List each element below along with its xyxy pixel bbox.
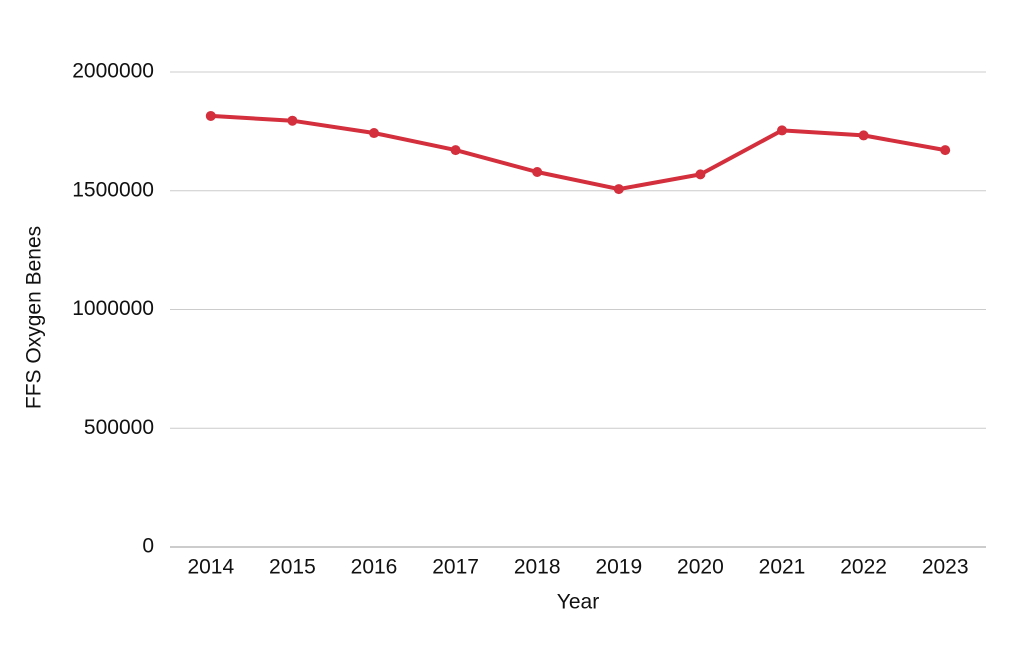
data-point: [369, 128, 379, 139]
x-tick-label: 2021: [759, 556, 806, 579]
y-tick-label: 500000: [84, 416, 154, 439]
data-point: [532, 166, 543, 177]
x-tick-label: 2017: [432, 556, 479, 579]
x-tick-label: 2020: [677, 556, 724, 579]
data-point: [777, 125, 787, 136]
x-axis-title: Year: [557, 591, 599, 614]
x-axis-ticks: 2014 2015 2016 2017 2018 2019 2020 2021 2022 2023: [187, 556, 968, 579]
series-line: [208, 113, 948, 192]
y-axis-ticks: 0 500000 1000000 1500000 2000000: [72, 60, 154, 558]
data-point: [205, 110, 216, 121]
x-tick-label: 2023: [922, 556, 969, 579]
y-axis-title: FFS Oxygen Benes: [23, 226, 46, 409]
data-point: [940, 145, 951, 156]
x-tick-label: 2016: [351, 556, 398, 579]
data-point: [450, 145, 461, 156]
x-tick-label: 2014: [187, 556, 234, 579]
x-tick-label: 2022: [840, 556, 887, 579]
y-tick-label: 1500000: [72, 178, 154, 201]
data-point: [613, 184, 624, 195]
data-point: [287, 115, 298, 126]
gridlines: [170, 71, 986, 548]
series-layer: [205, 110, 951, 195]
x-tick-label: 2018: [514, 556, 561, 579]
data-point: [695, 169, 706, 180]
y-tick-label: 0: [142, 535, 154, 558]
y-tick-label: 2000000: [72, 60, 154, 83]
y-tick-label: 1000000: [72, 297, 154, 320]
data-point: [858, 130, 869, 141]
x-tick-label: 2015: [269, 556, 316, 579]
x-tick-label: 2019: [595, 556, 642, 579]
